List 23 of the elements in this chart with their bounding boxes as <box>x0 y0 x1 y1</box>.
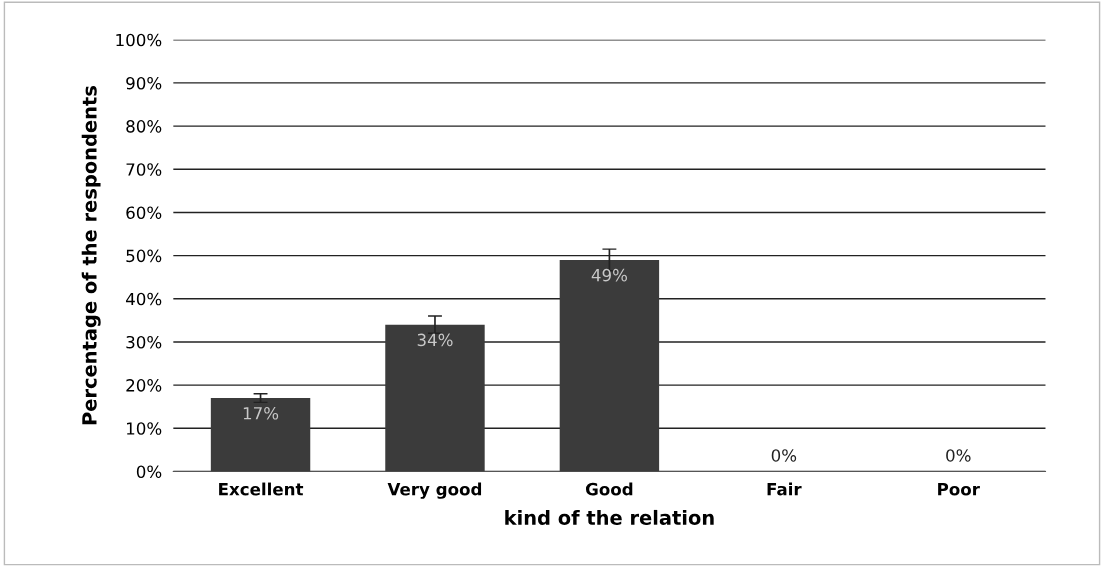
x-tick-label: Very good <box>387 482 482 499</box>
x-tick-label: Fair <box>767 482 802 496</box>
y-axis-title: Percentage of the respondents <box>81 86 101 425</box>
x-tick-label: Excellent <box>219 482 304 496</box>
y-tick-label: 100% <box>116 33 162 47</box>
x-axis-title: kind of the relation <box>505 509 714 525</box>
y-tick-label: 0% <box>136 465 162 479</box>
data-label: 49% <box>591 268 628 282</box>
x-tick-label: Good <box>585 482 633 496</box>
data-label: 0% <box>771 449 797 462</box>
y-tick-label: 10% <box>127 422 162 435</box>
y-tick-label: 20% <box>126 379 162 392</box>
y-tick-label: 40% <box>125 292 162 306</box>
data-label: 34% <box>417 333 453 347</box>
y-tick-label: 50% <box>126 249 162 263</box>
data-label: 17% <box>243 406 279 420</box>
y-tick-label: 80% <box>126 120 162 133</box>
y-tick-label: 70% <box>126 163 162 176</box>
data-label: 0% <box>946 449 971 462</box>
x-tick-label: Poor <box>938 483 980 496</box>
y-tick-label: 60% <box>126 206 162 219</box>
y-tick-label: 30% <box>126 335 162 349</box>
y-tick-label: 90% <box>126 76 162 90</box>
